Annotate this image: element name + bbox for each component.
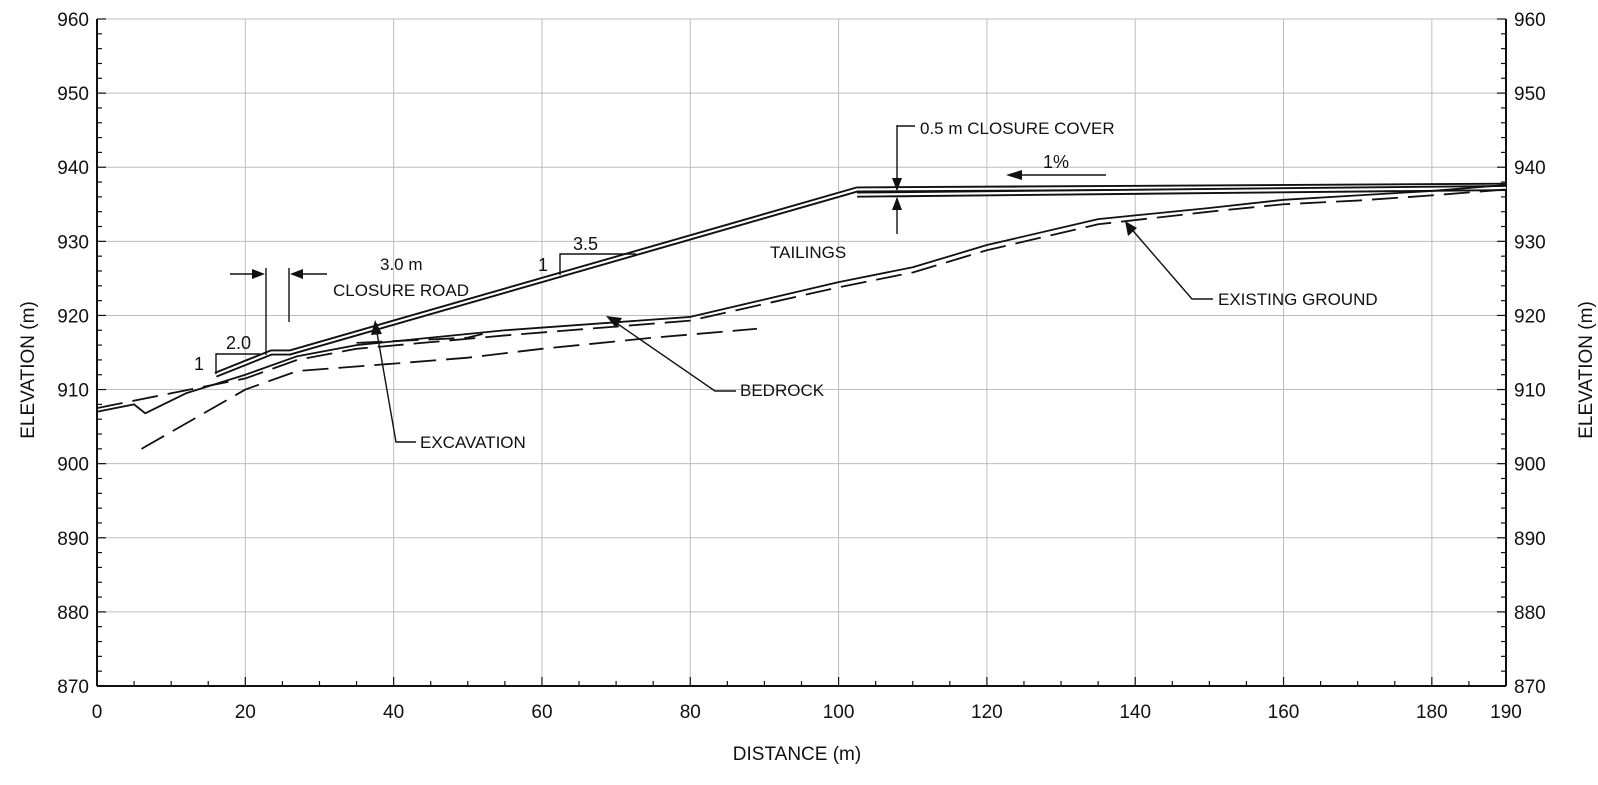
series-line [96, 184, 1507, 415]
x-tick-label: 140 [1119, 702, 1151, 723]
y-tick-label-right: 950 [1514, 84, 1546, 105]
y-tick-label-right: 920 [1514, 306, 1546, 327]
cover-arrowhead-up [892, 197, 902, 210]
existing-ground-leader [1127, 224, 1213, 300]
x-tick-label: 190 [1490, 702, 1522, 723]
axes [96, 18, 1507, 687]
excavation-arrowhead [371, 320, 382, 335]
annotations: 0.5 m CLOSURE COVER 1% TAILINGS EXISTING… [194, 119, 1378, 452]
x-axis-label: DISTANCE (m) [733, 744, 861, 765]
tick-labels: 870 870 880 880 890 890 900 900 910 910 920 920 930 9… [57, 10, 1545, 723]
existing-ground-label: EXISTING GROUND [1218, 290, 1378, 309]
series-line [356, 333, 483, 344]
excavation-leader [375, 326, 416, 443]
slope-percent-arrowhead [1006, 170, 1022, 180]
bedrock-leader [611, 319, 736, 392]
slope-lower-run-label: 2.0 [226, 333, 251, 353]
y-tick-label-left: 880 [57, 603, 89, 624]
slope-percent-label: 1% [1043, 152, 1069, 172]
y-tick-label-left: 890 [57, 529, 89, 550]
x-tick-label: 160 [1268, 702, 1300, 723]
series-layer [96, 182, 1507, 450]
slope-lower-triangle [215, 353, 260, 374]
bedrock-label: BEDROCK [740, 381, 825, 400]
y-tick-label-left: 910 [57, 381, 89, 402]
x-tick-label: 120 [971, 702, 1003, 723]
closure-road-label: CLOSURE ROAD [333, 281, 469, 300]
closure-cover-label: 0.5 m CLOSURE COVER [920, 119, 1115, 138]
grid-lines [97, 18, 1506, 686]
y-tick-label-left: 950 [57, 84, 89, 105]
x-tick-label: 40 [383, 702, 404, 723]
x-tick-label: 100 [823, 702, 855, 723]
x-tick-label: 80 [680, 702, 701, 723]
bedrock-arrowhead [606, 316, 622, 328]
y-tick-label-left: 930 [57, 232, 89, 253]
y-tick-label-left: 940 [57, 158, 89, 179]
x-tick-label: 20 [235, 702, 256, 723]
series-line-inner [215, 184, 1507, 376]
y-tick-label-right: 900 [1514, 455, 1546, 476]
road-arrowhead-right [290, 269, 303, 279]
y-tick-label-right: 880 [1514, 603, 1546, 624]
closure-road-width-label: 3.0 m [380, 255, 423, 274]
existing-ground-arrowhead [1125, 221, 1137, 236]
y-tick-label-right: 940 [1514, 158, 1546, 179]
tailings-label: TAILINGS [770, 243, 846, 262]
slope-upper-triangle [559, 253, 636, 275]
y-tick-label-left: 900 [57, 455, 89, 476]
x-tick-label: 180 [1416, 702, 1448, 723]
y-tick-label-left: 870 [57, 677, 89, 698]
series-line [96, 188, 1507, 409]
y-tick-label-right: 870 [1514, 677, 1546, 698]
y-tick-label-right: 930 [1514, 232, 1546, 253]
cover-arrowhead-down [892, 178, 902, 191]
slope-lower-rise-label: 1 [194, 354, 204, 374]
road-arrowhead-left [252, 269, 265, 279]
slope-upper-run-label: 3.5 [573, 234, 598, 254]
y-tick-label-left: 920 [57, 306, 89, 327]
y-axis-label-right: ELEVATION (m) [1576, 301, 1597, 439]
y-tick-label-left: 960 [57, 10, 89, 31]
y-tick-label-right: 960 [1514, 10, 1546, 31]
excavation-label: EXCAVATION [420, 433, 526, 452]
series-line-inner [857, 186, 1507, 196]
series-line [141, 327, 758, 450]
y-tick-label-right: 890 [1514, 529, 1546, 550]
slope-upper-rise-label: 1 [538, 255, 548, 275]
y-tick-label-right: 910 [1514, 381, 1546, 402]
x-tick-label: 60 [531, 702, 552, 723]
y-axis-label: ELEVATION (m) [18, 301, 39, 439]
x-tick-label: 0 [92, 702, 103, 723]
